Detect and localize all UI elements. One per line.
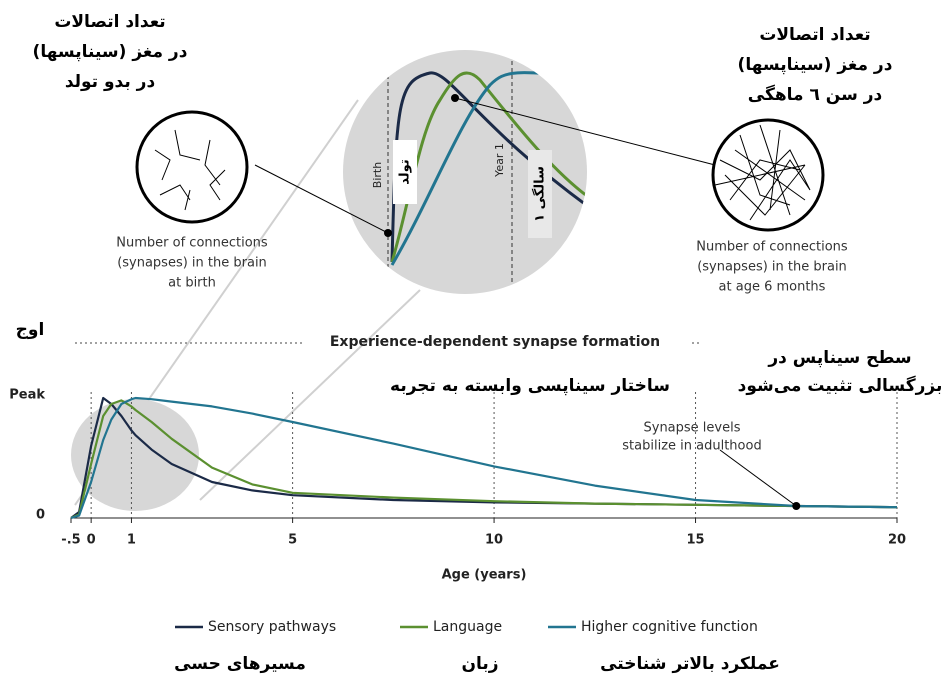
legend-label: Higher cognitive function [581,619,758,635]
legend-translation: زبان [461,654,498,674]
annotation: سطح سیناپس در [767,348,911,368]
annotation: Number of connections [696,240,848,255]
inset-label: ۱ سالگی [532,166,548,222]
brain-birth [135,110,249,224]
annotation: Number of connections [116,236,268,251]
x-tick-label: 1 [127,533,136,548]
pointer [454,97,716,166]
annotation: at age 6 months [719,280,826,295]
inset-label: Year 1 [493,143,506,178]
zoom-source [71,399,199,511]
series-line [70,399,898,520]
x-tick-label: 0 [87,533,96,548]
legend-label: Language [433,619,502,635]
x-tick-label: 10 [485,533,503,548]
x-tick-label: 5 [288,533,297,548]
legend-label: Sensory pathways [208,619,336,635]
annotation: اوج [16,320,45,340]
annotation: Experience-dependent synapse formation [330,334,660,350]
annotation: (synapses) in the brain [117,256,267,271]
brain-6-months [711,118,825,232]
inset [387,50,587,294]
annotation: ساختار سیناپسی وابسته به تجربه [390,376,670,396]
pointer [254,164,389,234]
annotation: تعداد اتصالات [54,12,165,32]
x-tick-label: -.5 [61,533,80,548]
series-line [70,396,898,520]
annotation: stabilize in adulthood [622,439,761,454]
label-box [528,150,552,238]
y-tick-label: 0 [36,508,45,523]
inset-label: Birth [371,162,384,188]
annotation: Synapse levels [644,421,741,436]
y-tick-label: Peak [9,388,45,403]
x-tick-label: 15 [686,533,704,548]
annotation: at birth [168,276,216,291]
annotation: در بدو تولد [65,72,156,92]
zoom-line [199,289,421,501]
x-axis-label: Age (years) [442,568,527,583]
inset-curve [390,71,587,266]
annotation: (سیناپسها) در مغز [33,42,188,62]
legend-translation: عملکرد بالاتر شناختی [600,654,780,674]
x-tick-label: 20 [888,533,906,548]
zoom-circle [343,50,587,294]
label-box [393,140,417,204]
annotation: (synapses) in the brain [697,260,847,275]
pointer [719,449,797,507]
legend-translation: مسیرهای حسی [174,654,306,674]
annotation: تعداد اتصالات [759,25,870,45]
annotation: بزرگسالی تثبیت می‌شود [738,375,943,396]
annotation: (سیناپسها) در مغز [738,55,893,75]
annotation: در سن ٦ ماهگی [748,84,883,105]
inset-label: تولد [398,159,413,184]
